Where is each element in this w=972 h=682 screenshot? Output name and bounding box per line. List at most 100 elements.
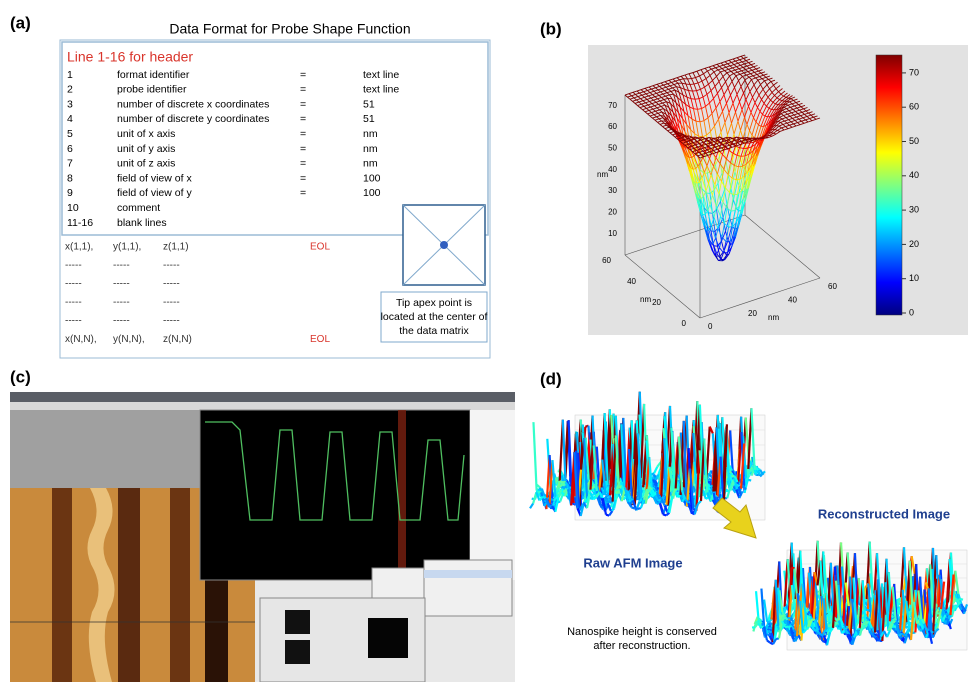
colorbar-tick-label: 30 [909,204,919,214]
header-cell: 6 [67,143,73,155]
data-cell: x(1,1), [65,242,93,253]
header-cell: 2 [67,84,73,96]
header-cell: 100 [363,172,381,184]
z-tick-label: 60 [608,122,617,131]
colorbar [876,55,902,315]
colorbar-tick-label: 50 [909,136,919,146]
surface-line [538,492,541,493]
data-cell: EOL [310,242,330,253]
data-cell: ----- [163,279,180,290]
y-tick-label: 0 [682,319,687,328]
header-cell: nm [363,143,378,155]
header-cell: probe identifier [117,84,187,96]
surface-line [543,497,546,499]
z-axis-label: nm [597,170,608,179]
colorbar-tick-label: 20 [909,239,919,249]
header-cell: number of discrete y coordinates [117,113,269,125]
header-cell: unit of z axis [117,158,175,170]
header-cell: = [300,187,306,199]
x-tick-label: 20 [748,309,757,318]
data-cell: y(N,N), [113,334,145,345]
header-label: Line 1-16 for header [67,49,193,65]
header-cell: format identifier [117,69,190,81]
x-tick-label: 40 [788,295,797,304]
y-tick-label: 60 [602,256,611,265]
data-cell: ----- [65,316,82,327]
header-cell: = [300,172,306,184]
header-cell: 51 [363,113,375,125]
header-cell: nm [363,128,378,140]
surface-line [533,422,536,490]
x-axis-label: nm [768,313,779,322]
header-cell: blank lines [117,217,167,229]
stripe [170,488,190,682]
data-cell: y(1,1), [113,242,141,253]
surface-line [638,508,641,509]
cursor-band [398,410,406,580]
header-cell: field of view of y [117,187,192,199]
panel-label: (d) [540,369,562,388]
surface-line [562,484,565,485]
context-menu [424,560,512,616]
header-cell: text line [363,69,399,81]
data-cell: EOL [310,334,330,345]
colorbar-tick-label: 0 [909,307,914,317]
surface-line [609,502,612,503]
figure-canvas: (a) Data Format for Probe Shape Function… [0,0,972,682]
figure: (a) Data Format for Probe Shape Function… [0,0,972,682]
mesh-line [694,109,698,110]
stripe [118,488,140,682]
stripe [205,580,228,682]
software-screenshot [10,392,515,682]
data-cell: z(N,N) [163,334,192,345]
empty-pane [10,410,200,488]
mesh-line [750,138,754,139]
z-tick-label: 10 [608,229,617,238]
mesh-line [699,136,703,137]
header-cell: 9 [67,187,73,199]
mesh-line [736,179,740,180]
header-cell: nm [363,158,378,170]
header-cell: = [300,113,306,125]
callout-text: Tip apex point is [396,297,472,309]
header-cell: unit of y axis [117,143,175,155]
surface-line [631,507,634,508]
callout-text: located at the center of [381,311,488,323]
y-tick-label: 20 [652,298,661,307]
panel-title: Data Format for Probe Shape Function [169,21,410,37]
header-cell: = [300,143,306,155]
surface-line [960,599,963,600]
header-cell: 11-16 [67,217,93,229]
header-cell: 10 [67,202,79,214]
data-cell: ----- [65,260,82,271]
data-cell: ----- [163,316,180,327]
header-cell: text line [363,84,399,96]
z-tick-label: 20 [608,207,617,216]
header-cell: = [300,158,306,170]
colorbar-tick-label: 10 [909,273,919,283]
data-cell: ----- [113,279,130,290]
y-tick-label: 40 [627,277,636,286]
header-cell: 4 [67,113,73,125]
z-tick-label: 50 [608,143,617,152]
callout-text: the data matrix [399,325,469,337]
panel-label: (b) [540,19,562,38]
z-tick-label: 40 [608,165,617,174]
header-cell: number of discrete x coordinates [117,98,269,110]
data-cell: ----- [163,260,180,271]
surface-line [767,622,770,623]
header-cell: unit of x axis [117,128,175,140]
surface-line [946,614,949,615]
data-cell: ----- [65,297,82,308]
header-cell: 5 [67,128,73,140]
data-cell: ----- [163,297,180,308]
y-axis-label: nm [640,295,651,304]
mesh-line [691,99,695,100]
thumbnail [285,640,310,664]
surface-line [781,615,784,616]
header-cell: = [300,98,306,110]
data-cell: ----- [113,297,130,308]
z-tick-label: 30 [608,186,617,195]
preview [368,618,408,658]
mesh-line [696,121,700,122]
